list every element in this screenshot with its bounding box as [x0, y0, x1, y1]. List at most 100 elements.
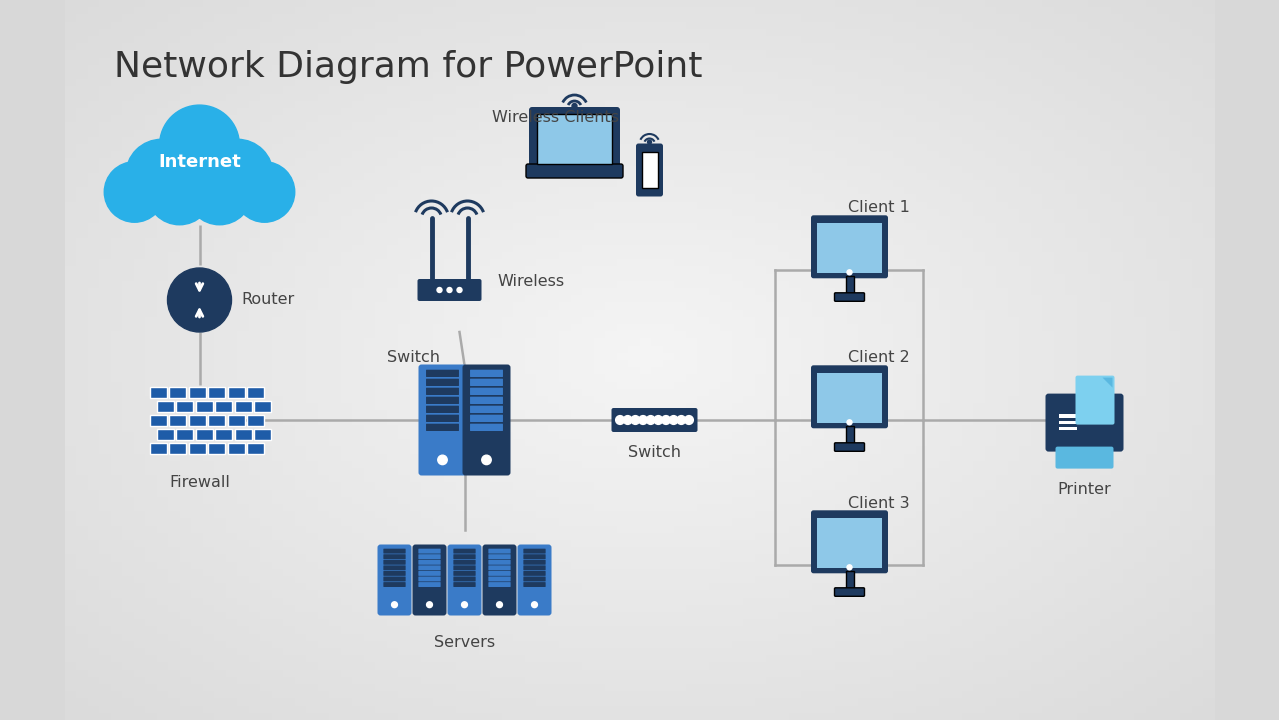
FancyBboxPatch shape	[489, 565, 510, 570]
Text: Wireless Clients: Wireless Clients	[492, 110, 619, 125]
Circle shape	[661, 415, 670, 424]
FancyBboxPatch shape	[482, 544, 517, 616]
FancyBboxPatch shape	[426, 423, 459, 431]
FancyBboxPatch shape	[215, 428, 233, 440]
FancyBboxPatch shape	[523, 582, 546, 587]
FancyBboxPatch shape	[523, 554, 546, 559]
FancyBboxPatch shape	[453, 554, 476, 559]
FancyBboxPatch shape	[418, 582, 441, 587]
Text: Wireless: Wireless	[498, 274, 564, 289]
FancyBboxPatch shape	[188, 415, 206, 426]
Circle shape	[437, 455, 448, 464]
FancyBboxPatch shape	[426, 415, 459, 422]
FancyBboxPatch shape	[228, 443, 246, 454]
Circle shape	[647, 140, 651, 144]
FancyBboxPatch shape	[384, 549, 405, 554]
Text: Client 1: Client 1	[848, 200, 909, 215]
FancyBboxPatch shape	[845, 276, 853, 294]
FancyBboxPatch shape	[418, 577, 441, 582]
FancyBboxPatch shape	[489, 577, 510, 582]
FancyBboxPatch shape	[384, 565, 405, 570]
Text: Servers: Servers	[434, 635, 495, 650]
FancyBboxPatch shape	[418, 554, 441, 559]
FancyBboxPatch shape	[150, 387, 166, 398]
FancyBboxPatch shape	[834, 588, 865, 596]
Polygon shape	[1102, 377, 1113, 387]
FancyBboxPatch shape	[611, 408, 697, 432]
Text: Client 2: Client 2	[848, 351, 909, 366]
FancyBboxPatch shape	[471, 369, 503, 377]
FancyBboxPatch shape	[811, 215, 888, 279]
Circle shape	[457, 287, 462, 292]
Circle shape	[669, 415, 678, 424]
Circle shape	[623, 415, 632, 424]
FancyBboxPatch shape	[817, 223, 881, 273]
FancyBboxPatch shape	[453, 560, 476, 564]
FancyBboxPatch shape	[426, 369, 459, 377]
FancyBboxPatch shape	[169, 415, 187, 426]
FancyBboxPatch shape	[453, 582, 476, 587]
Circle shape	[638, 415, 647, 424]
FancyBboxPatch shape	[811, 365, 888, 428]
Circle shape	[105, 162, 165, 222]
Circle shape	[847, 564, 852, 570]
FancyBboxPatch shape	[845, 571, 853, 589]
Circle shape	[631, 415, 640, 424]
FancyBboxPatch shape	[156, 400, 174, 412]
FancyBboxPatch shape	[834, 293, 865, 301]
FancyBboxPatch shape	[228, 415, 246, 426]
FancyBboxPatch shape	[418, 560, 441, 564]
Text: Network Diagram for PowerPoint: Network Diagram for PowerPoint	[115, 50, 703, 84]
FancyBboxPatch shape	[463, 364, 510, 475]
FancyBboxPatch shape	[471, 379, 503, 386]
FancyBboxPatch shape	[418, 364, 467, 475]
Text: Switch: Switch	[386, 351, 440, 366]
Text: Internet: Internet	[159, 153, 240, 171]
Circle shape	[847, 270, 852, 275]
FancyBboxPatch shape	[471, 387, 503, 395]
Circle shape	[427, 602, 432, 608]
FancyBboxPatch shape	[471, 423, 503, 431]
FancyBboxPatch shape	[489, 549, 510, 554]
FancyBboxPatch shape	[526, 164, 623, 178]
FancyBboxPatch shape	[845, 426, 853, 444]
FancyBboxPatch shape	[150, 443, 166, 454]
FancyBboxPatch shape	[817, 518, 881, 568]
Text: Router: Router	[242, 292, 294, 307]
FancyBboxPatch shape	[1076, 376, 1114, 425]
Circle shape	[677, 415, 686, 424]
Circle shape	[202, 139, 274, 211]
FancyBboxPatch shape	[530, 107, 620, 171]
FancyBboxPatch shape	[384, 577, 405, 582]
FancyBboxPatch shape	[426, 405, 459, 413]
Circle shape	[572, 104, 577, 109]
FancyBboxPatch shape	[418, 571, 441, 576]
FancyBboxPatch shape	[208, 443, 225, 454]
FancyBboxPatch shape	[811, 510, 888, 573]
FancyBboxPatch shape	[255, 400, 271, 412]
FancyBboxPatch shape	[471, 397, 503, 404]
Text: Switch: Switch	[628, 445, 680, 460]
FancyBboxPatch shape	[523, 565, 546, 570]
FancyBboxPatch shape	[453, 565, 476, 570]
FancyBboxPatch shape	[1059, 414, 1077, 418]
FancyBboxPatch shape	[426, 379, 459, 386]
FancyBboxPatch shape	[215, 400, 233, 412]
FancyBboxPatch shape	[150, 415, 166, 426]
Circle shape	[187, 159, 252, 225]
Circle shape	[482, 455, 491, 464]
Text: Printer: Printer	[1058, 482, 1111, 497]
FancyBboxPatch shape	[235, 428, 252, 440]
FancyBboxPatch shape	[247, 387, 265, 398]
FancyBboxPatch shape	[384, 560, 405, 564]
Circle shape	[391, 602, 398, 608]
FancyBboxPatch shape	[489, 560, 510, 564]
FancyBboxPatch shape	[426, 387, 459, 395]
FancyBboxPatch shape	[384, 582, 405, 587]
FancyBboxPatch shape	[177, 400, 193, 412]
FancyBboxPatch shape	[196, 400, 212, 412]
FancyBboxPatch shape	[489, 554, 510, 559]
FancyBboxPatch shape	[834, 443, 865, 451]
FancyBboxPatch shape	[228, 387, 246, 398]
FancyBboxPatch shape	[418, 565, 441, 570]
